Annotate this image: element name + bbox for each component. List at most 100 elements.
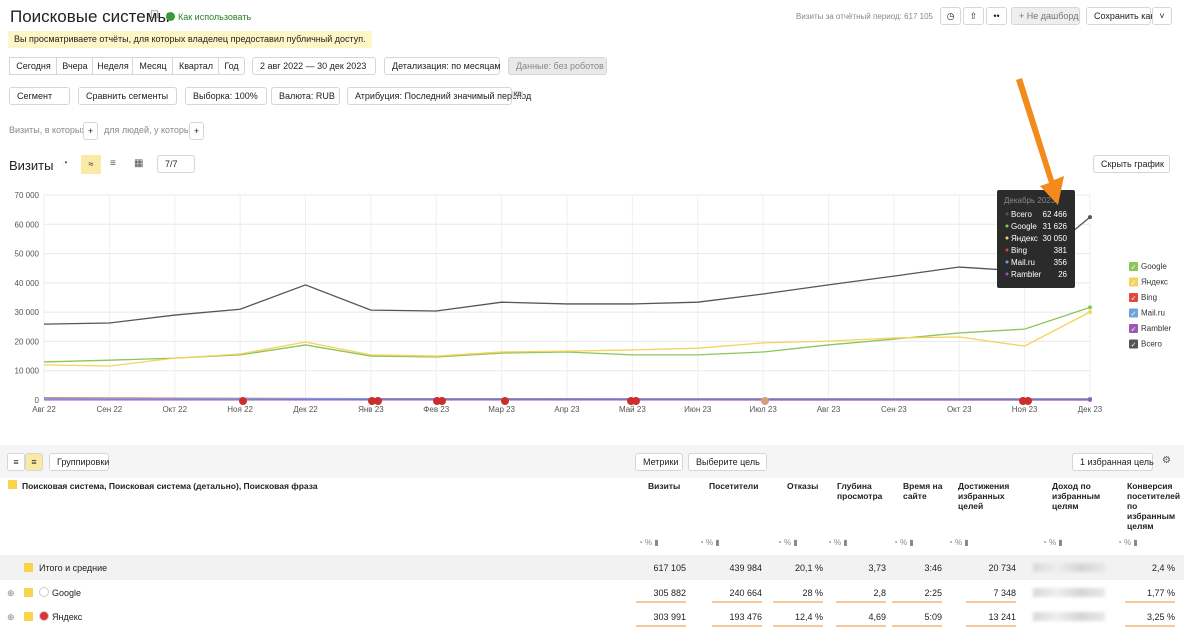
- row-check[interactable]: [24, 612, 33, 621]
- expand-button[interactable]: ⊕: [7, 588, 15, 598]
- period-button[interactable]: Месяц: [132, 57, 173, 75]
- tooltip-dot: [1005, 224, 1009, 228]
- legend-swatch: [1129, 324, 1138, 333]
- data-filter[interactable]: Данные: без роботов: [508, 57, 607, 75]
- x-tick-label: Янв 23: [358, 405, 384, 414]
- export-button[interactable]: ⇧: [963, 7, 984, 25]
- column-header[interactable]: Визиты: [648, 481, 681, 491]
- period-button[interactable]: Квартал: [172, 57, 219, 75]
- tooltip-dot: [1005, 248, 1009, 252]
- table-cell: 7 348: [993, 588, 1016, 598]
- dimension-header: Поисковая система, Поисковая система (де…: [22, 481, 318, 491]
- goal-select[interactable]: Выберите цель: [688, 453, 767, 471]
- table-cell: 2:25: [924, 588, 942, 598]
- column-icons: ◔ % ▮: [827, 538, 848, 547]
- tooltip: Декабрь 2023 Всего 62 466 Google 31 626 Яндек…: [997, 190, 1075, 288]
- column-icons: ◔ % ▮: [948, 538, 969, 547]
- tooltip-value: 356: [1054, 258, 1068, 267]
- add-user-condition[interactable]: +: [189, 122, 204, 140]
- line-view[interactable]: ≈: [81, 155, 101, 174]
- legend-label: Mail.ru: [1141, 309, 1165, 318]
- metrics-button[interactable]: Метрики: [635, 453, 683, 471]
- tree-view[interactable]: ≡: [25, 453, 43, 471]
- date-range[interactable]: 2 авг 2022 — 30 дек 2023: [252, 57, 376, 75]
- chart: 0 10 000 20 000 30 000 40 000 50 000 60 000 70 …: [15, 190, 1172, 414]
- share-bar: [966, 601, 1016, 603]
- share-bar: [773, 601, 823, 603]
- area-view[interactable]: ≡: [110, 158, 116, 169]
- period-button[interactable]: Вчера: [56, 57, 93, 75]
- save-button[interactable]: Сохранить как: [1086, 7, 1154, 25]
- groupings-button[interactable]: Группировки: [49, 453, 109, 471]
- share-bar: [1125, 625, 1175, 627]
- share-bar: [836, 601, 886, 603]
- segment-hint: Визиты, в которых: [9, 125, 86, 135]
- visits-total: Визиты за отчётный период: 617 105: [796, 12, 933, 21]
- series-line: [43, 216, 1091, 325]
- series-count[interactable]: 7/7: [157, 155, 195, 173]
- save-dropdown[interactable]: ˅: [1152, 7, 1172, 25]
- engine-icon: [39, 611, 49, 621]
- bar-view[interactable]: ▦: [134, 158, 144, 169]
- check-all[interactable]: [8, 480, 17, 489]
- share-bar: [966, 625, 1016, 627]
- legend-label: Google: [1141, 262, 1167, 271]
- series-end-point: [1088, 305, 1092, 310]
- legend-label: Всего: [1141, 340, 1163, 349]
- share-button[interactable]: ••: [986, 7, 1007, 25]
- column-header[interactable]: Достижения избранных целей: [958, 481, 1010, 511]
- bookmark-icon[interactable]: ☐: [150, 10, 159, 21]
- x-tick-label: Авг 23: [817, 405, 841, 414]
- expand-button[interactable]: ⊕: [7, 612, 15, 622]
- currency-button[interactable]: Валюта: RUB: [271, 87, 340, 105]
- sample-button[interactable]: Выборка: 100%: [185, 87, 267, 105]
- x-tick-label: Окт 22: [162, 405, 187, 414]
- column-header[interactable]: Отказы: [787, 481, 819, 491]
- column-header[interactable]: Посетители: [709, 481, 759, 491]
- y-tick-label: 70 000: [15, 191, 40, 200]
- period-button[interactable]: Неделя: [92, 57, 133, 75]
- detail-select[interactable]: Детализация: по месяцам: [384, 57, 501, 75]
- history-button[interactable]: ◷: [940, 7, 961, 25]
- hide-chart[interactable]: Скрыть график: [1093, 155, 1170, 173]
- pie-view[interactable]: ◔: [62, 158, 69, 169]
- share-bar: [892, 601, 942, 603]
- tooltip-dot: [1005, 272, 1009, 276]
- period-button[interactable]: Год: [218, 57, 245, 75]
- favorite-goals[interactable]: 1 избранная цель: [1072, 453, 1154, 471]
- add-visit-condition[interactable]: +: [83, 122, 98, 140]
- column-header[interactable]: Доход по избранным целям: [1052, 481, 1101, 511]
- row-label: Google: [52, 588, 82, 598]
- series-end-point: [1088, 215, 1092, 220]
- legend-swatch: [1129, 308, 1138, 318]
- x-tick-label: Июл 23: [749, 405, 777, 414]
- table-cell: 20 734: [988, 563, 1016, 573]
- attribution-button[interactable]: Атрибуция: Последний значимый переход: [347, 87, 531, 105]
- row-check[interactable]: [24, 563, 33, 572]
- column-header[interactable]: Глубина просмотра: [837, 481, 883, 501]
- column-header[interactable]: Время на сайте: [903, 481, 943, 501]
- legend-label: Bing: [1141, 293, 1157, 302]
- y-tick-label: 10 000: [15, 367, 40, 376]
- settings-icon[interactable]: ⚙: [1162, 455, 1171, 466]
- column-header[interactable]: Конверсия посетителей по избранным целям: [1127, 481, 1181, 531]
- share-bar: [712, 625, 762, 627]
- segment-button[interactable]: Сегмент: [9, 87, 70, 105]
- period-button[interactable]: Сегодня: [9, 57, 57, 75]
- table-cell: 3:46: [924, 563, 942, 573]
- legend-check: ✓: [1131, 327, 1137, 334]
- hidden-cell: [1033, 588, 1105, 597]
- legend-check: ✓: [1131, 265, 1137, 272]
- tooltip-value: 62 466: [1043, 210, 1068, 219]
- attribution-badge: кд: [512, 91, 524, 98]
- x-tick-label: Май 23: [619, 405, 646, 414]
- totals-row-bg: [0, 555, 1184, 580]
- help-link[interactable]: Как использовать: [178, 12, 252, 22]
- share-bar: [636, 625, 686, 627]
- table-cell: 193 476: [729, 612, 762, 622]
- column-icons: ◔ % ▮: [699, 538, 720, 547]
- compare-button[interactable]: Сравнить сегменты: [78, 87, 177, 105]
- list-view[interactable]: ≡: [7, 453, 25, 471]
- dashboard-button[interactable]: + Не дашборд: [1011, 7, 1080, 25]
- row-check[interactable]: [24, 588, 33, 597]
